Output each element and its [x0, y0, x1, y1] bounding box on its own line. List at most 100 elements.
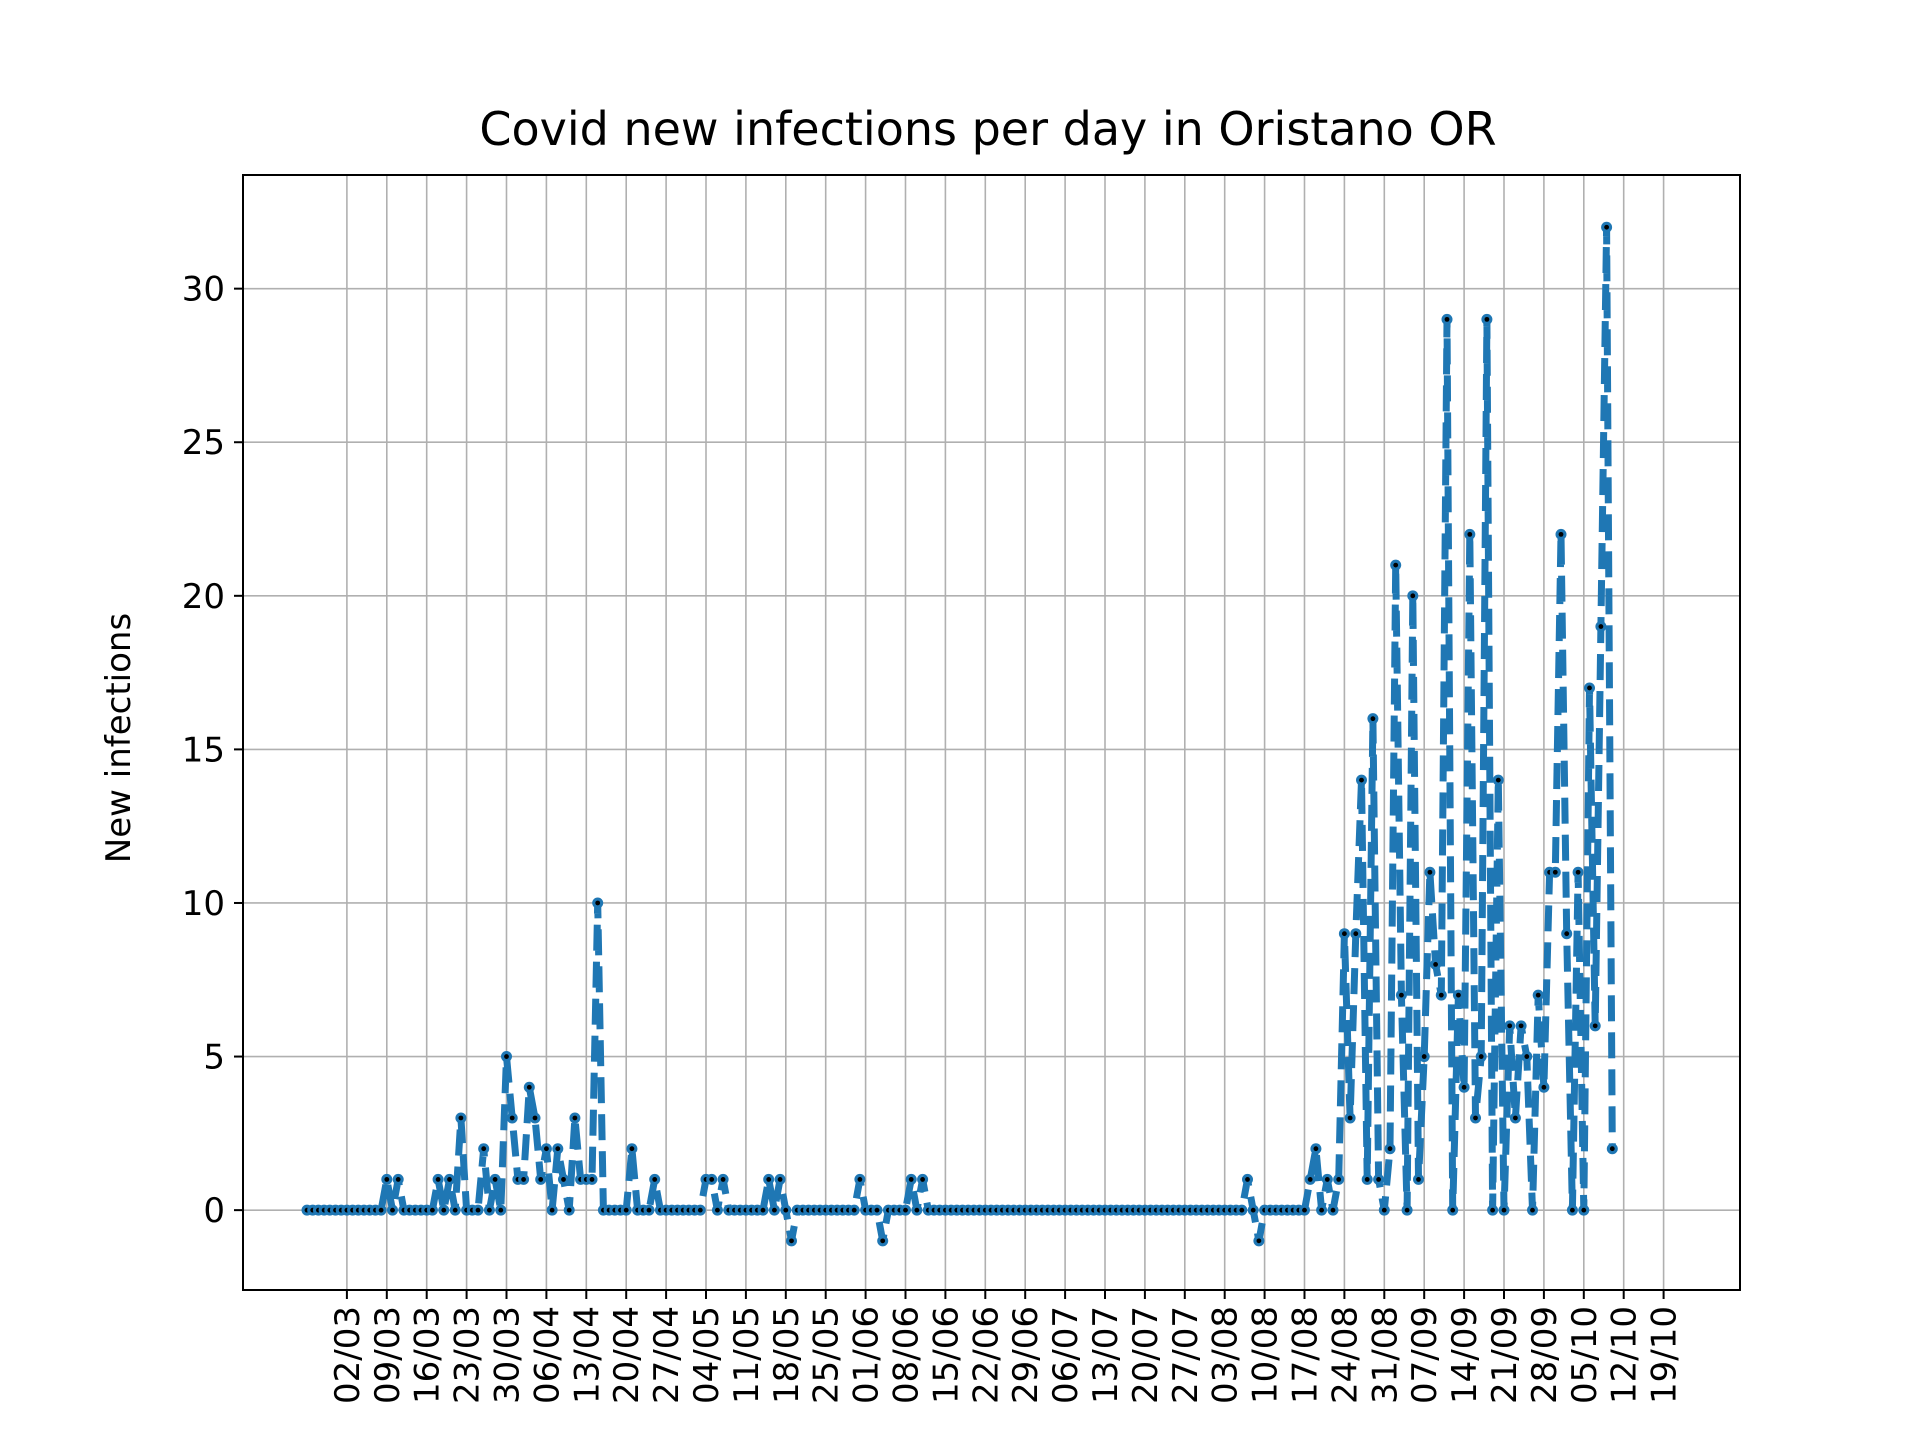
data-point — [587, 1174, 598, 1185]
data-point — [530, 1112, 541, 1123]
data-point-center — [1308, 1177, 1313, 1182]
data-point — [900, 1205, 911, 1216]
data-point — [1504, 1020, 1515, 1031]
data-point-center — [493, 1177, 498, 1182]
data-point — [1442, 314, 1453, 325]
data-point-center — [709, 1177, 714, 1182]
data-point-center — [880, 1238, 885, 1243]
x-tick-label: 05/10 — [1565, 1306, 1605, 1404]
data-point-center — [1388, 1146, 1393, 1151]
x-tick-label: 13/07 — [1086, 1306, 1126, 1404]
data-point — [507, 1112, 518, 1123]
data-point-center — [1513, 1116, 1518, 1121]
data-point — [376, 1205, 387, 1216]
x-tick-label: 06/07 — [1046, 1306, 1086, 1404]
data-point-center — [504, 1054, 509, 1059]
data-point — [1419, 1051, 1430, 1062]
data-point — [1476, 1051, 1487, 1062]
data-point-center — [1473, 1116, 1478, 1121]
data-point — [552, 1143, 563, 1154]
data-point-center — [1353, 931, 1358, 936]
data-point — [1590, 1020, 1601, 1031]
data-point — [1350, 928, 1361, 939]
y-tick-label: 30 — [182, 270, 225, 310]
data-point — [1328, 1205, 1339, 1216]
data-point — [849, 1205, 860, 1216]
data-point — [1299, 1205, 1310, 1216]
data-point-center — [766, 1177, 771, 1182]
x-tick-label: 01/06 — [847, 1306, 887, 1404]
data-point — [1487, 1205, 1498, 1216]
x-tick-label: 06/04 — [527, 1306, 567, 1404]
data-point-center — [1336, 1177, 1341, 1182]
data-point — [1550, 867, 1561, 878]
data-point-center — [915, 1208, 920, 1213]
x-tick-label: 30/03 — [488, 1306, 528, 1404]
y-tick-label: 20 — [182, 577, 225, 617]
data-point-center — [1359, 778, 1364, 783]
data-point-center — [533, 1116, 538, 1121]
x-tick-label: 23/03 — [448, 1306, 488, 1404]
data-point-center — [778, 1177, 783, 1182]
x-tick-label: 27/04 — [647, 1306, 687, 1404]
data-point-center — [595, 901, 600, 906]
data-point — [872, 1205, 883, 1216]
data-point — [1595, 621, 1606, 632]
data-point-center — [875, 1208, 880, 1213]
data-point — [1533, 990, 1544, 1001]
data-point-center — [1576, 870, 1581, 875]
data-point — [1367, 713, 1378, 724]
data-point — [1379, 1205, 1390, 1216]
data-point — [911, 1205, 922, 1216]
data-point — [592, 897, 603, 908]
data-point-center — [903, 1208, 908, 1213]
data-point — [695, 1205, 706, 1216]
x-tick-label: 10/08 — [1246, 1306, 1286, 1404]
x-tick-label: 14/09 — [1445, 1306, 1485, 1404]
data-point — [1242, 1174, 1253, 1185]
y-axis-label: New infections — [99, 613, 139, 863]
data-point-center — [1502, 1208, 1507, 1213]
data-point — [1538, 1082, 1549, 1093]
data-point — [393, 1174, 404, 1185]
data-point-center — [1428, 870, 1433, 875]
data-point-center — [920, 1177, 925, 1182]
data-point — [547, 1205, 558, 1216]
data-point-center — [481, 1146, 486, 1151]
data-point-center — [624, 1208, 629, 1213]
data-point — [1436, 990, 1447, 1001]
data-point — [1413, 1174, 1424, 1185]
x-tick-label: 13/04 — [567, 1306, 607, 1404]
data-point-center — [453, 1208, 458, 1213]
data-point — [1601, 222, 1612, 233]
x-tick-label: 22/06 — [966, 1306, 1006, 1404]
data-point-center — [1331, 1208, 1336, 1213]
chart-title: Covid new infections per day in Oristano… — [479, 102, 1496, 156]
data-point — [473, 1205, 484, 1216]
data-point-center — [721, 1177, 726, 1182]
data-point — [1464, 529, 1475, 540]
data-point — [877, 1235, 888, 1246]
x-tick-label: 29/06 — [1006, 1306, 1046, 1404]
x-tick-label: 27/07 — [1166, 1306, 1206, 1404]
y-tick-label: 25 — [182, 423, 225, 463]
data-point — [1402, 1205, 1413, 1216]
data-point — [1373, 1174, 1384, 1185]
data-point-center — [909, 1177, 914, 1182]
data-point-center — [1599, 624, 1604, 629]
data-point-center — [1399, 993, 1404, 998]
x-tick-label: 17/08 — [1286, 1306, 1326, 1404]
data-point — [1578, 1205, 1589, 1216]
data-point — [501, 1051, 512, 1062]
data-point — [1322, 1174, 1333, 1185]
data-point-center — [1376, 1177, 1381, 1182]
data-point — [490, 1174, 501, 1185]
data-point — [706, 1174, 717, 1185]
data-point — [518, 1174, 529, 1185]
data-point — [438, 1205, 449, 1216]
data-point-center — [1581, 1208, 1586, 1213]
data-point — [427, 1205, 438, 1216]
y-tick-label: 10 — [182, 884, 225, 924]
data-point-center — [1462, 1085, 1467, 1090]
